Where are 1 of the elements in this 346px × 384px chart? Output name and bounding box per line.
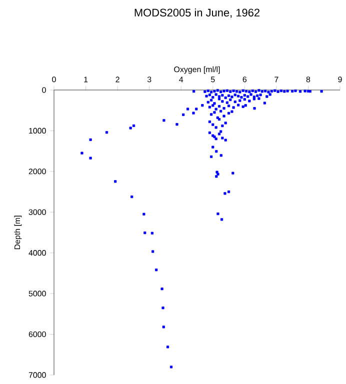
chart-title: MODS2005 in June, 1962 xyxy=(135,8,260,18)
